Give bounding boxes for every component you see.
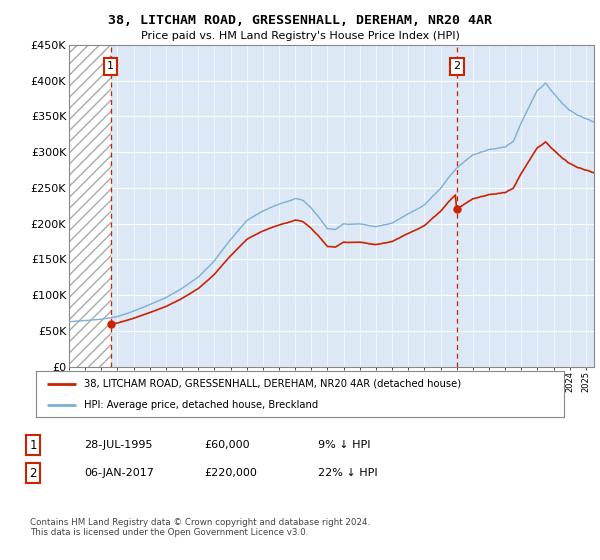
Text: 28-JUL-1995: 28-JUL-1995 <box>84 440 152 450</box>
Text: 38, LITCHAM ROAD, GRESSENHALL, DEREHAM, NR20 4AR (detached house): 38, LITCHAM ROAD, GRESSENHALL, DEREHAM, … <box>83 379 461 389</box>
Text: 9% ↓ HPI: 9% ↓ HPI <box>318 440 371 450</box>
Text: HPI: Average price, detached house, Breckland: HPI: Average price, detached house, Brec… <box>83 400 318 410</box>
Text: £220,000: £220,000 <box>204 468 257 478</box>
Text: Price paid vs. HM Land Registry's House Price Index (HPI): Price paid vs. HM Land Registry's House … <box>140 31 460 41</box>
Text: 2: 2 <box>454 61 461 71</box>
Text: 1: 1 <box>29 438 37 452</box>
Text: 22% ↓ HPI: 22% ↓ HPI <box>318 468 377 478</box>
Text: 2: 2 <box>29 466 37 480</box>
Text: Contains HM Land Registry data © Crown copyright and database right 2024.
This d: Contains HM Land Registry data © Crown c… <box>30 518 370 538</box>
Text: 1: 1 <box>107 61 114 71</box>
Text: 06-JAN-2017: 06-JAN-2017 <box>84 468 154 478</box>
Text: 38, LITCHAM ROAD, GRESSENHALL, DEREHAM, NR20 4AR: 38, LITCHAM ROAD, GRESSENHALL, DEREHAM, … <box>108 14 492 27</box>
Text: £60,000: £60,000 <box>204 440 250 450</box>
